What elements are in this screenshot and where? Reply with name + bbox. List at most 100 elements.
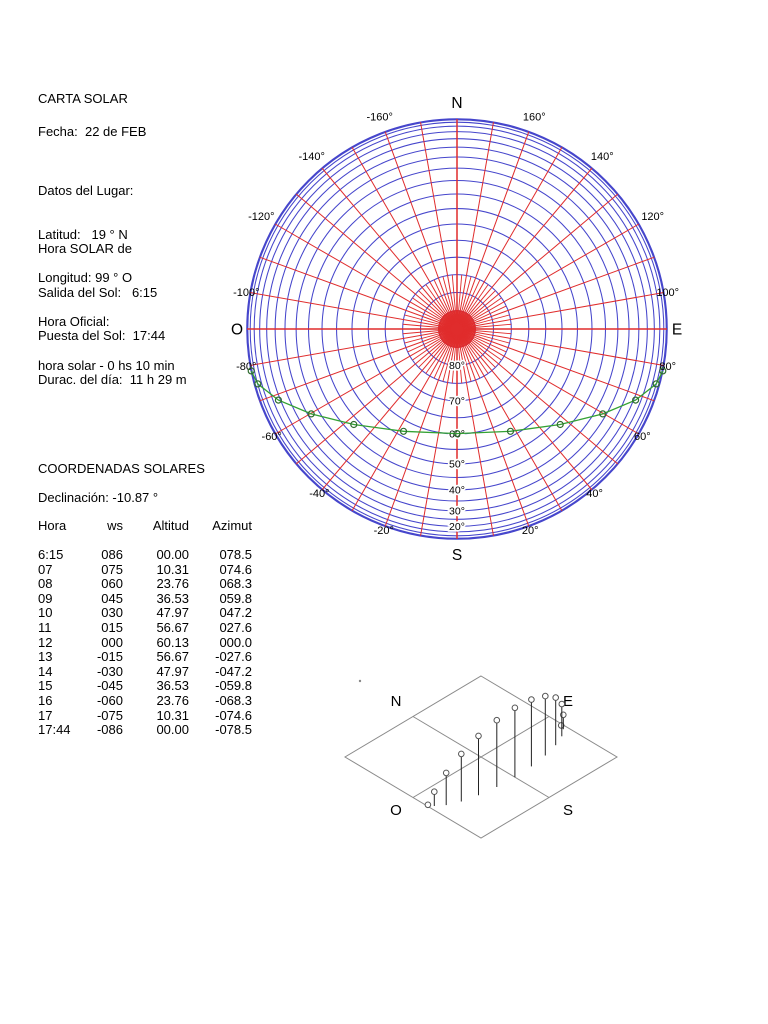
- azimuth-ray: [456, 146, 563, 330]
- table-cell: 047.2: [219, 605, 252, 621]
- table-cell: 074.6: [219, 561, 252, 577]
- azimuth-ray: [456, 328, 563, 512]
- azimuth-ray: [420, 122, 458, 330]
- table-cell: 13: [38, 649, 53, 665]
- table-cell: 00.00: [156, 722, 189, 738]
- table-cell: 10.31: [156, 707, 189, 723]
- table-cell: 075: [101, 561, 123, 577]
- azimuth-label: -40°: [309, 488, 329, 500]
- declination-line: Declinación: -10.87 °: [38, 490, 159, 505]
- azimuth-ray: [274, 223, 458, 330]
- azimuth-ray: [456, 328, 593, 491]
- azimuth-label: -120°: [248, 211, 274, 223]
- official-time-heading: Hora Oficial:: [38, 314, 110, 329]
- table-cell: 030: [101, 605, 123, 621]
- azimuth-label: 120°: [641, 211, 664, 223]
- sun-position-marker: [558, 700, 566, 708]
- altitude-label: 70°: [449, 395, 465, 407]
- azimuth-ray: [384, 131, 458, 330]
- table-cell: 60.13: [156, 634, 189, 650]
- sun-hour-marker: [599, 410, 607, 418]
- table-row: 6:15 086 00.00 078.5: [38, 546, 252, 563]
- azimuth-ray: [351, 146, 458, 330]
- altitude-label: 30°: [449, 505, 465, 517]
- table-cell: 12: [38, 634, 53, 650]
- sun-position-marker: [542, 692, 549, 700]
- table-header-cell: Azimut: [212, 518, 252, 533]
- table-cell: 060: [101, 576, 123, 592]
- date-line: Fecha: 22 de FEB: [38, 124, 147, 139]
- table-row: 11 015 56.67 027.6: [38, 619, 252, 636]
- sun-hour-marker: [631, 396, 640, 404]
- location-heading: Datos del Lugar:: [38, 183, 134, 198]
- sunset-line: Puesta del Sol: 17:44: [38, 328, 166, 343]
- sun-path-line: [250, 370, 664, 435]
- sun-hour-marker: [247, 367, 255, 375]
- latitude-line: Latitud: 19 ° N: [38, 226, 128, 242]
- azimuth-label: 140°: [591, 151, 614, 163]
- table-cell: -074.6: [215, 707, 252, 723]
- sun-position-marker: [511, 704, 519, 712]
- azimuth-ray: [259, 256, 458, 330]
- table-row: 16 -060 23.76 -068.3: [38, 692, 252, 709]
- azimuth-ray: [259, 328, 458, 402]
- azimuth-ray: [295, 328, 458, 465]
- table-cell: 14: [38, 663, 53, 679]
- solar-hours-heading: Hora SOLAR de: [38, 241, 132, 256]
- table-cell: 000: [101, 634, 123, 650]
- table-header-row: Hora ws Altitud Azimut: [38, 518, 252, 534]
- sun-path-isometric-chart: N E O S: [344, 675, 618, 839]
- solar-hours-block: Hora SOLAR de Salida del Sol: 6:15 Puest…: [38, 213, 187, 416]
- table-cell: 16: [38, 692, 53, 708]
- stray-dot: [358, 679, 362, 683]
- table-cell: 068.3: [219, 576, 252, 592]
- table-cell: 09: [38, 590, 53, 606]
- table-cell: 47.97: [156, 663, 189, 679]
- chart-center-dot: [451, 323, 463, 335]
- table-row: 12 000 60.13 000.0: [38, 634, 252, 651]
- altitude-label: 50°: [449, 459, 465, 471]
- azimuth-ray: [384, 328, 458, 527]
- table-cell: 086: [101, 546, 123, 562]
- azimuth-label: -60°: [262, 431, 282, 443]
- table-cell: 045: [101, 590, 123, 606]
- table-cell: 078.5: [219, 546, 252, 562]
- sun-hour-marker: [307, 410, 315, 418]
- solar-coordinates-table: Hora ws Altitud Azimut 6:15 086 00.00 078.5 07 0…: [38, 518, 252, 738]
- table-cell: 23.76: [156, 576, 189, 592]
- table-row: 14 -030 47.97 -047.2: [38, 663, 252, 680]
- table-row: 15 -045 36.53 -059.8: [38, 679, 252, 694]
- iso-label-north: N: [391, 693, 402, 710]
- azimuth-ray: [456, 328, 640, 435]
- table-cell: 000.0: [219, 634, 252, 650]
- sun-hour-marker: [254, 380, 262, 388]
- table-cell: 11: [38, 619, 52, 635]
- sun-position-marker: [557, 722, 565, 729]
- table-row: 08 060 23.76 068.3: [38, 577, 252, 592]
- azimuth-label: 60°: [634, 431, 651, 443]
- altitude-label: 60°: [449, 429, 465, 441]
- table-cell: 17: [38, 707, 53, 723]
- sunrise-line: Salida del Sol: 6:15: [38, 284, 158, 300]
- table-cell: 17:44: [38, 722, 71, 738]
- table-cell: 36.53: [156, 590, 189, 606]
- sun-position-marker: [442, 769, 450, 777]
- table-cell: 15: [38, 678, 53, 694]
- table-header-cell: Hora: [38, 518, 67, 533]
- iso-label-east: E: [563, 693, 573, 710]
- table-cell: 56.67: [156, 649, 189, 665]
- sun-position-marker: [424, 801, 432, 809]
- table-cell: -015: [96, 649, 123, 665]
- table-cell: 36.53: [156, 678, 189, 694]
- azimuth-ray: [351, 328, 458, 512]
- day-length-line: Durac. del día: 11 h 29 m: [38, 371, 187, 387]
- azimuth-ray: [456, 328, 664, 366]
- altitude-label: 20°: [449, 521, 465, 533]
- sun-hour-marker: [350, 420, 358, 429]
- table-cell: 015: [101, 619, 123, 635]
- sun-hour-marker: [399, 427, 408, 435]
- sun-hour-marker: [652, 380, 660, 388]
- sun-hour-marker: [659, 367, 667, 375]
- azimuth-label: -80°: [236, 361, 256, 373]
- azimuth-label: 80°: [659, 361, 676, 373]
